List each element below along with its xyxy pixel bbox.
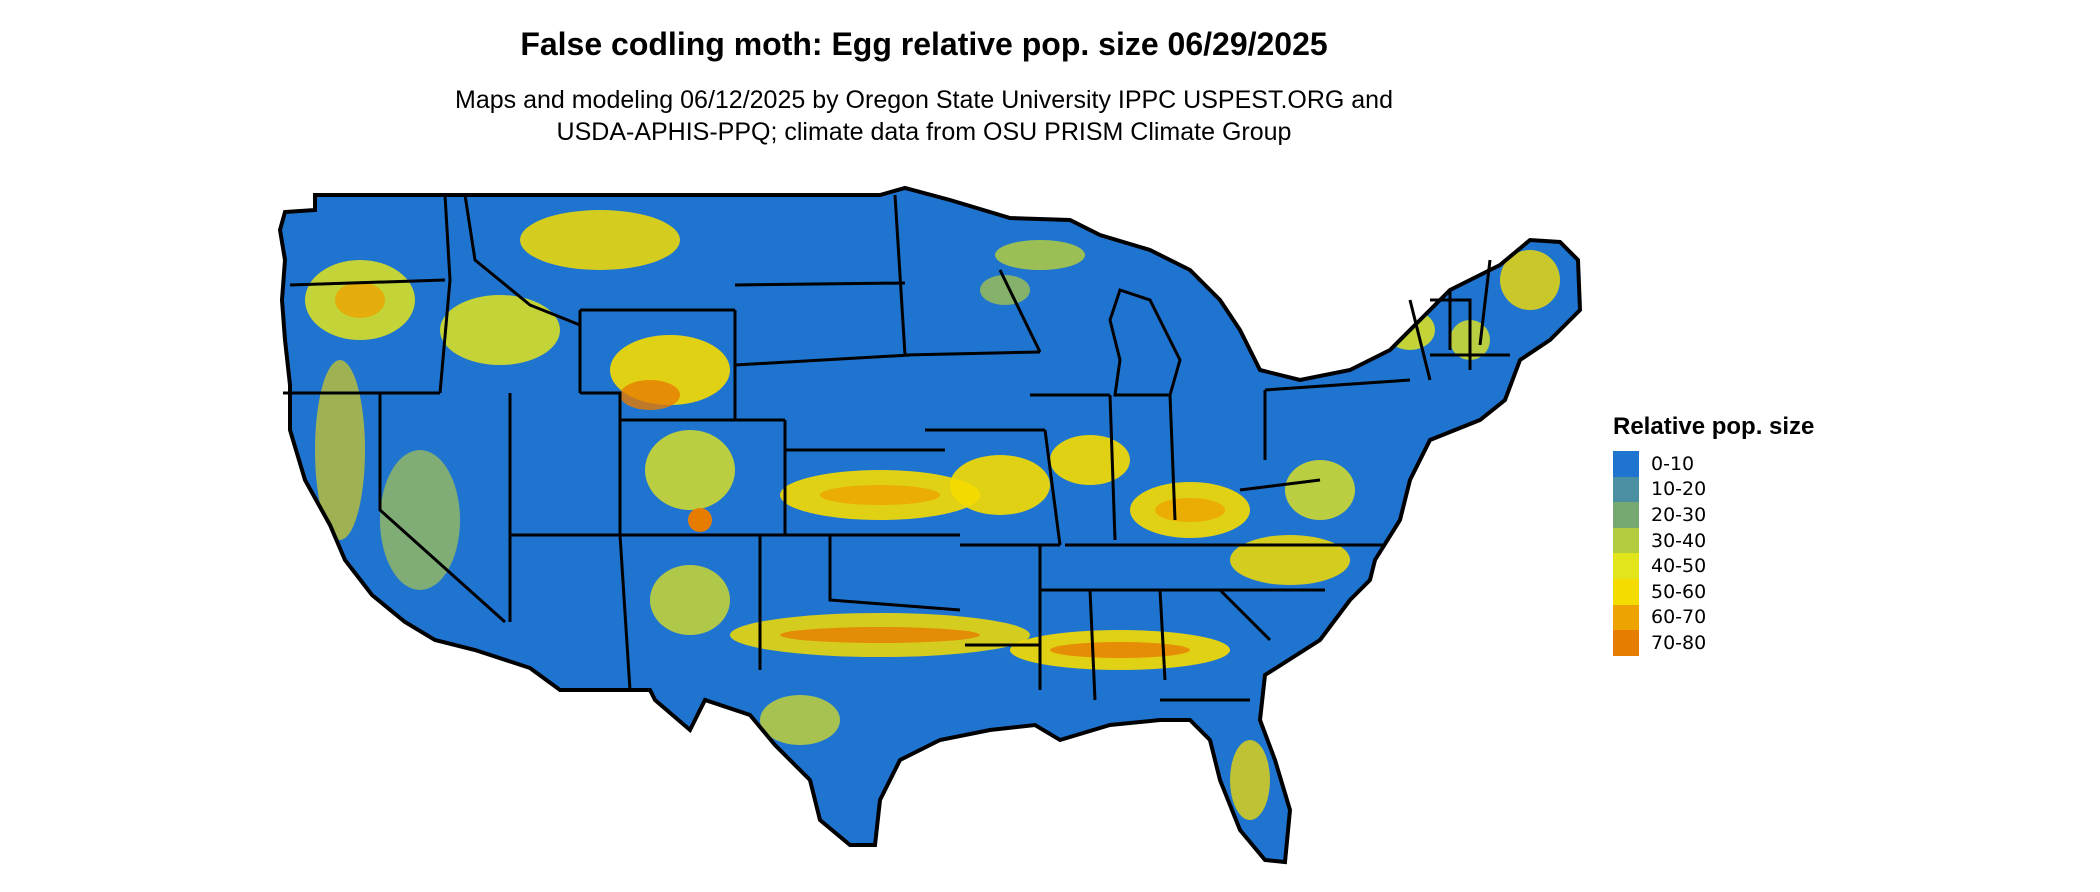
legend-label: 40-50: [1651, 555, 1707, 578]
us-land: [280, 188, 1580, 862]
legend-swatch: [1613, 502, 1639, 528]
border-va-wv: [1239, 478, 1321, 492]
risk-patch-appalachia: [1285, 460, 1355, 520]
map-fill: [277, 185, 1583, 865]
legend-item: 0-10: [1613, 451, 1814, 477]
map-title: False codling moth: Egg relative pop. si…: [520, 26, 1328, 62]
risk-patch-texas-hill: [760, 695, 840, 745]
risk-patch-colorado: [645, 430, 735, 510]
legend-title: Relative pop. size: [1613, 413, 1815, 440]
border-id-mt: [463, 194, 581, 327]
border-il-in: [1108, 394, 1117, 541]
risk-patches: [305, 210, 1560, 820]
risk-patch-pnw-core: [335, 282, 385, 318]
legend-swatch: [1613, 630, 1639, 656]
border-al-ga: [1158, 589, 1167, 681]
border-pa-ny: [1264, 378, 1411, 392]
risk-patch-nevada: [380, 450, 460, 590]
risk-patch-southeast-core: [1050, 642, 1190, 658]
legend-item: 10-20: [1613, 476, 1814, 503]
border-id-west: [438, 194, 452, 394]
border-ny-ne: [1408, 299, 1432, 381]
legend-item: 20-30: [1613, 502, 1814, 528]
risk-patch-texas-band-core: [780, 627, 980, 643]
risk-patch-california: [315, 360, 365, 540]
border-ga-sc: [1218, 588, 1272, 642]
risk-patch-missouri: [950, 455, 1050, 515]
subtitle-line-2: USDA-APHIS-PPQ; climate data from OSU PR…: [556, 118, 1292, 146]
risk-patch-kansas-core: [820, 485, 940, 505]
border-ms-al: [1088, 589, 1097, 701]
border-az-nm: [618, 534, 632, 691]
border-in-oh: [1168, 394, 1177, 521]
border-ca-nv: [378, 393, 507, 624]
border-mn-wi: [998, 269, 1042, 353]
legend-label: 60-70: [1651, 606, 1707, 629]
legend-swatch: [1613, 578, 1639, 605]
legend-item: 70-80: [1613, 630, 1814, 656]
legend-items: 0-10 10-20 20-30 30-40 40-50 50-60 60-70 70-80: [1613, 451, 1814, 656]
legend-swatch: [1613, 476, 1639, 503]
legend-label: 20-30: [1651, 503, 1707, 526]
legend-swatch: [1613, 527, 1639, 554]
risk-patch-michigan-up: [995, 240, 1085, 270]
risk-patch-idaho: [440, 295, 560, 365]
risk-patch-wyoming-core: [620, 380, 680, 410]
map-subtitle: Maps and modeling 06/12/2025 by Oregon S…: [0, 84, 1848, 148]
border-sd-ne: [734, 353, 911, 367]
legend: Relative pop. size 0-10 10-20 20-30 30-40 40…: [1613, 413, 1814, 656]
legend-label: 0-10: [1651, 452, 1695, 475]
legend-swatch: [1613, 553, 1639, 579]
risk-patch-colorado-core: [688, 508, 712, 532]
risk-patch-florida: [1230, 740, 1270, 820]
border-new-england: [1430, 298, 1472, 370]
michigan-lower: [1108, 288, 1182, 397]
border-dakotas-mn: [893, 194, 907, 356]
legend-item: 50-60: [1613, 578, 1814, 605]
risk-patch-montana: [520, 210, 680, 270]
legend-item: 30-40: [1613, 527, 1814, 554]
border-ok-tx: [828, 535, 961, 612]
legend-swatch: [1613, 604, 1639, 631]
risk-patch-wisconsin: [980, 275, 1030, 305]
state-borders: [277, 185, 1583, 865]
legend-label: 70-80: [1651, 631, 1707, 654]
legend-label: 30-40: [1651, 529, 1707, 552]
legend-item: 60-70: [1613, 604, 1814, 631]
legend-swatch: [1613, 451, 1639, 477]
us-outline: [277, 185, 1583, 865]
risk-patch-illinois: [1050, 435, 1130, 485]
risk-patch-newmexico: [650, 565, 730, 635]
border-wa-or: [289, 278, 446, 287]
legend-label: 10-20: [1651, 478, 1707, 501]
border-mo-east: [1043, 429, 1062, 546]
border-nh-me: [1478, 259, 1492, 346]
border-dakotas: [734, 281, 906, 287]
risk-patch-kentucky-core: [1155, 498, 1225, 522]
border-mn-ia: [904, 350, 1041, 357]
subtitle-line-1: Maps and modeling 06/12/2025 by Oregon S…: [455, 86, 1393, 114]
risk-patch-carolinas: [1230, 535, 1350, 585]
legend-item: 40-50: [1613, 553, 1814, 579]
border-ut-wy-co: [580, 391, 785, 422]
legend-label: 50-60: [1651, 580, 1707, 603]
risk-patch-maine: [1500, 250, 1560, 310]
